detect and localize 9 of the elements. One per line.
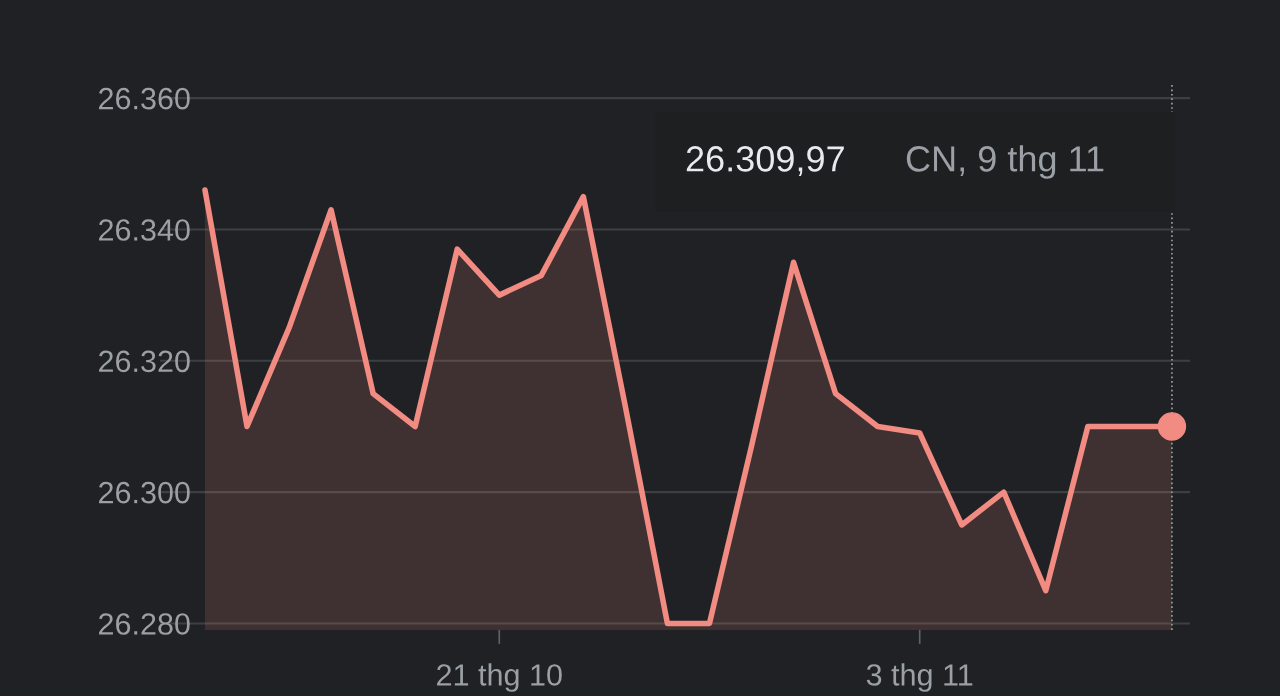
y-tick-label: 26.320 (99, 350, 190, 373)
annotation: CN, 9 thg 11 (906, 145, 1104, 179)
x-tick-label: 21 thg 10 (437, 663, 562, 692)
y-tick-label: 26.360 (99, 87, 190, 110)
y-tick-label: 26.300 (99, 481, 190, 504)
annotation: 26.309,97 (686, 146, 844, 176)
y-tick-label: 26.340 (99, 219, 190, 241)
y-tick-label: 26.280 (99, 613, 190, 635)
x-tick-label: 3 thg 11 (866, 663, 973, 692)
